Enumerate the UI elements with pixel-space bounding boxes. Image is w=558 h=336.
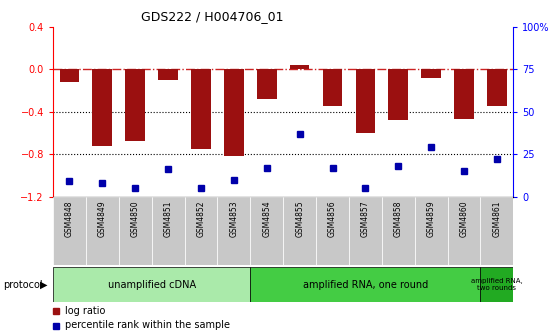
Bar: [454, 69, 474, 119]
Bar: [355, 69, 375, 133]
Text: GSM4848: GSM4848: [65, 200, 74, 237]
Bar: [251, 197, 283, 265]
Bar: [158, 69, 178, 80]
Text: GSM4857: GSM4857: [361, 200, 370, 237]
Bar: [191, 69, 211, 149]
Text: unamplified cDNA: unamplified cDNA: [108, 280, 196, 290]
Bar: [224, 69, 244, 156]
Text: GSM4850: GSM4850: [131, 200, 140, 237]
Text: GSM4858: GSM4858: [394, 200, 403, 237]
Bar: [323, 69, 343, 107]
Text: percentile rank within the sample: percentile rank within the sample: [65, 321, 230, 331]
Text: ▶: ▶: [40, 280, 47, 290]
Bar: [152, 197, 185, 265]
Bar: [119, 197, 152, 265]
Text: GSM4861: GSM4861: [492, 200, 502, 237]
Bar: [218, 197, 251, 265]
Text: protocol: protocol: [3, 280, 42, 290]
Bar: [316, 197, 349, 265]
Bar: [480, 197, 513, 265]
Bar: [448, 197, 480, 265]
Bar: [86, 197, 119, 265]
Bar: [126, 69, 145, 141]
Text: GSM4855: GSM4855: [295, 200, 304, 237]
Text: GSM4853: GSM4853: [229, 200, 238, 237]
Bar: [251, 267, 480, 302]
Bar: [53, 197, 86, 265]
Text: GSM4849: GSM4849: [98, 200, 107, 237]
Bar: [93, 69, 112, 146]
Bar: [487, 69, 507, 107]
Bar: [283, 197, 316, 265]
Text: amplified RNA, one round: amplified RNA, one round: [303, 280, 428, 290]
Bar: [388, 69, 408, 120]
Text: GSM4860: GSM4860: [460, 200, 469, 237]
Text: GSM4859: GSM4859: [427, 200, 436, 237]
Text: GSM4852: GSM4852: [196, 200, 205, 237]
Text: GSM4854: GSM4854: [262, 200, 271, 237]
Bar: [290, 65, 310, 69]
Text: GSM4851: GSM4851: [163, 200, 172, 237]
Bar: [185, 197, 218, 265]
Text: log ratio: log ratio: [65, 306, 105, 316]
Bar: [60, 69, 79, 82]
Text: GDS222 / H004706_01: GDS222 / H004706_01: [141, 10, 283, 23]
Bar: [382, 197, 415, 265]
Bar: [415, 197, 448, 265]
Text: GSM4856: GSM4856: [328, 200, 337, 237]
Bar: [480, 267, 513, 302]
Bar: [349, 197, 382, 265]
Bar: [257, 69, 277, 99]
Text: amplified RNA,
two rounds: amplified RNA, two rounds: [471, 278, 523, 291]
Bar: [421, 69, 441, 78]
Bar: [53, 267, 251, 302]
